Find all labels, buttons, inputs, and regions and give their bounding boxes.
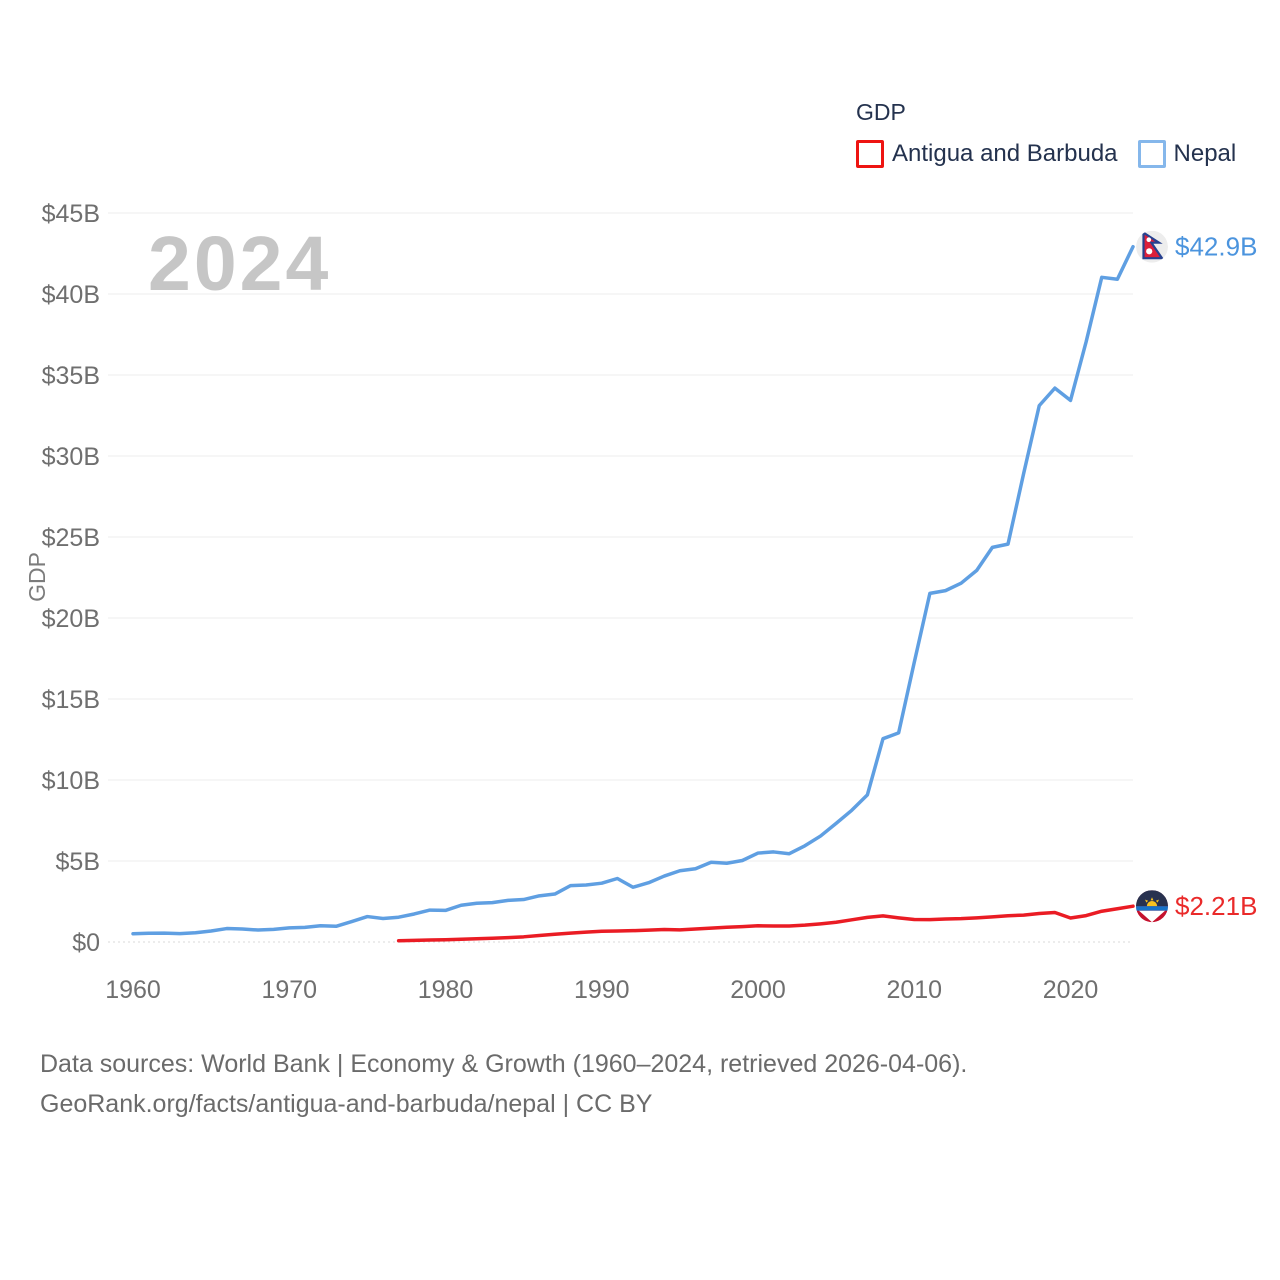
chart-legend: GDP Antigua and Barbuda Nepal bbox=[856, 99, 1236, 168]
legend-label: Antigua and Barbuda bbox=[892, 140, 1118, 167]
y-axis-tick-label: $45B bbox=[42, 200, 100, 228]
series-end-value-label: $2.21B bbox=[1175, 891, 1257, 921]
x-axis-tick-label: 2020 bbox=[1043, 976, 1099, 1004]
y-axis-tick-label: $10B bbox=[42, 767, 100, 795]
x-axis-tick-label: 1960 bbox=[105, 976, 161, 1004]
y-axis-tick-label: $15B bbox=[42, 686, 100, 714]
antigua-and-barbuda-series-swatch-icon bbox=[856, 140, 884, 168]
series-end-value-label: $42.9B bbox=[1175, 232, 1257, 262]
data-source-line: Data sources: World Bank | Economy & Gro… bbox=[40, 1050, 968, 1078]
watermark-year: 2024 bbox=[148, 221, 332, 307]
attribution-link[interactable]: GeoRank.org/facts/antigua-and-barbuda/ne… bbox=[40, 1090, 653, 1118]
x-axis-tick-label: 2000 bbox=[730, 976, 786, 1004]
antigua-and-barbuda-flag-icon bbox=[1136, 890, 1168, 923]
y-axis-tick-label: $20B bbox=[42, 605, 100, 633]
nepal-flag-icon bbox=[1136, 230, 1168, 263]
nepal-series-swatch-icon bbox=[1137, 140, 1166, 168]
y-axis-tick-label: $35B bbox=[42, 362, 100, 390]
legend-item-antigua-and-barbuda[interactable]: Antigua and Barbuda bbox=[856, 140, 1118, 168]
y-axis-tick-label: $40B bbox=[42, 281, 100, 309]
legend-label: Nepal bbox=[1173, 140, 1237, 167]
x-axis-tick-label: 1990 bbox=[574, 976, 630, 1004]
data-source-footer: Data sources: World Bank | Economy & Gro… bbox=[40, 1044, 967, 1124]
legend-item-nepal[interactable]: Nepal bbox=[1118, 140, 1237, 168]
y-axis-title: GDP bbox=[24, 552, 50, 602]
y-axis-tick-label: $30B bbox=[42, 443, 100, 471]
legend-title: GDP bbox=[856, 99, 906, 125]
y-axis-tick-label: $25B bbox=[42, 524, 100, 552]
y-axis-tick-label: $0 bbox=[72, 929, 100, 957]
x-axis-tick-label: 2010 bbox=[886, 976, 942, 1004]
x-axis-tick-label: 1980 bbox=[418, 976, 474, 1004]
antigua-and-barbuda-line bbox=[396, 904, 1135, 943]
x-axis-tick-label: 1970 bbox=[261, 976, 317, 1004]
nepal-line bbox=[131, 244, 1135, 936]
y-axis-tick-label: $5B bbox=[56, 848, 100, 876]
